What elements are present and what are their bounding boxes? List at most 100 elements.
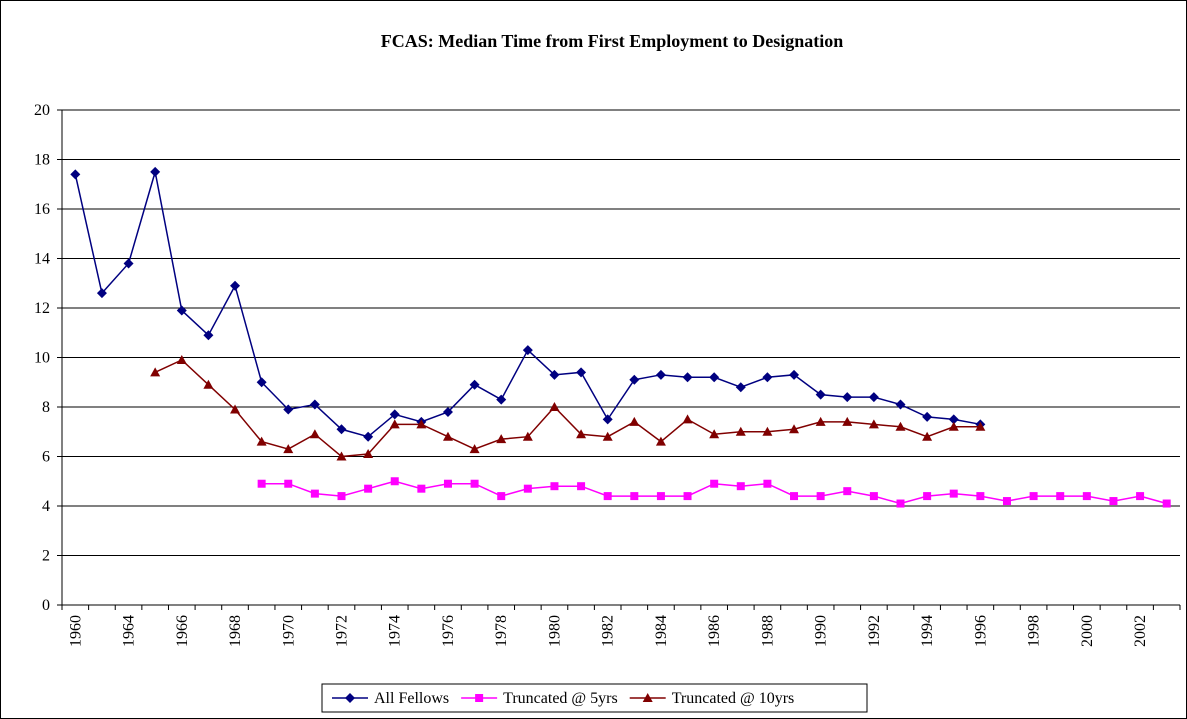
y-tick-label: 0 [42, 597, 50, 614]
x-tick-label: 1988 [759, 615, 776, 647]
marker [762, 426, 773, 436]
x-tick-label: 1968 [227, 615, 244, 647]
marker [642, 693, 653, 702]
marker [389, 419, 400, 429]
marker [309, 399, 320, 410]
x-tick-label: 1960 [67, 615, 84, 647]
marker [576, 367, 587, 378]
marker [576, 429, 587, 439]
marker [922, 411, 933, 422]
marker [948, 414, 959, 425]
marker [975, 421, 986, 431]
x-tick-label: 1994 [919, 615, 936, 647]
marker [869, 492, 878, 501]
marker [522, 345, 533, 356]
x-tick-label: 1992 [866, 615, 883, 647]
legend-label: Truncated @ 5yrs [503, 690, 618, 707]
marker [682, 414, 693, 424]
marker [309, 429, 320, 439]
marker [150, 166, 161, 177]
marker [257, 479, 266, 488]
marker [390, 477, 399, 486]
marker [789, 369, 800, 380]
marker [895, 421, 906, 431]
marker [1056, 492, 1065, 501]
marker [923, 492, 932, 501]
marker [868, 419, 879, 429]
marker [230, 280, 241, 291]
marker [176, 354, 187, 364]
marker [762, 372, 773, 383]
marker [96, 288, 107, 299]
x-tick-label: 1980 [546, 615, 563, 647]
marker [363, 431, 374, 442]
y-tick-label: 10 [34, 350, 50, 367]
marker [736, 482, 745, 491]
marker [843, 487, 852, 496]
marker [389, 409, 400, 420]
marker [842, 392, 853, 403]
marker [815, 416, 826, 426]
marker [337, 492, 346, 501]
marker [363, 449, 374, 459]
marker [683, 492, 692, 501]
marker [949, 489, 958, 498]
marker [416, 419, 427, 429]
x-tick-label: 1970 [280, 615, 297, 647]
marker [1136, 492, 1145, 501]
marker [602, 414, 613, 425]
marker [203, 330, 214, 341]
marker [789, 424, 800, 434]
marker [549, 402, 560, 411]
marker [790, 492, 799, 501]
marker [203, 379, 214, 389]
marker [630, 492, 639, 501]
marker [1029, 492, 1038, 501]
marker [1162, 499, 1171, 508]
x-tick-label: 1990 [813, 615, 830, 647]
marker [895, 399, 906, 410]
y-tick-label: 16 [34, 201, 50, 218]
x-tick-label: 1976 [440, 615, 457, 647]
y-tick-label: 12 [34, 300, 50, 317]
marker [735, 382, 746, 393]
y-tick-label: 2 [42, 548, 50, 565]
marker [655, 369, 666, 380]
marker [603, 492, 612, 501]
x-tick-label: 2000 [1079, 615, 1096, 647]
marker [497, 492, 506, 501]
marker [709, 429, 720, 439]
marker [709, 372, 720, 383]
x-tick-label: 1966 [174, 615, 191, 647]
marker [549, 369, 560, 380]
marker [176, 305, 187, 316]
marker [655, 436, 666, 446]
marker [868, 392, 879, 403]
x-tick-label: 1984 [653, 615, 670, 647]
marker [496, 434, 507, 444]
marker [417, 484, 426, 493]
marker [336, 451, 347, 461]
marker [629, 416, 640, 426]
marker [443, 479, 452, 488]
marker [523, 484, 532, 493]
legend-box [321, 683, 868, 713]
marker [1002, 497, 1011, 506]
marker [230, 404, 241, 414]
legend-label: All Fellows [374, 690, 449, 707]
marker [345, 693, 355, 703]
marker [310, 489, 319, 498]
marker [948, 421, 959, 431]
x-tick-label: 2002 [1132, 615, 1149, 647]
x-tick-label: 1974 [387, 615, 404, 647]
marker [123, 258, 134, 269]
marker [656, 492, 665, 501]
marker [284, 479, 293, 488]
marker [70, 169, 81, 180]
legend-label: Truncated @ 10yrs [672, 690, 795, 707]
marker [1109, 497, 1118, 506]
marker [1082, 492, 1091, 501]
